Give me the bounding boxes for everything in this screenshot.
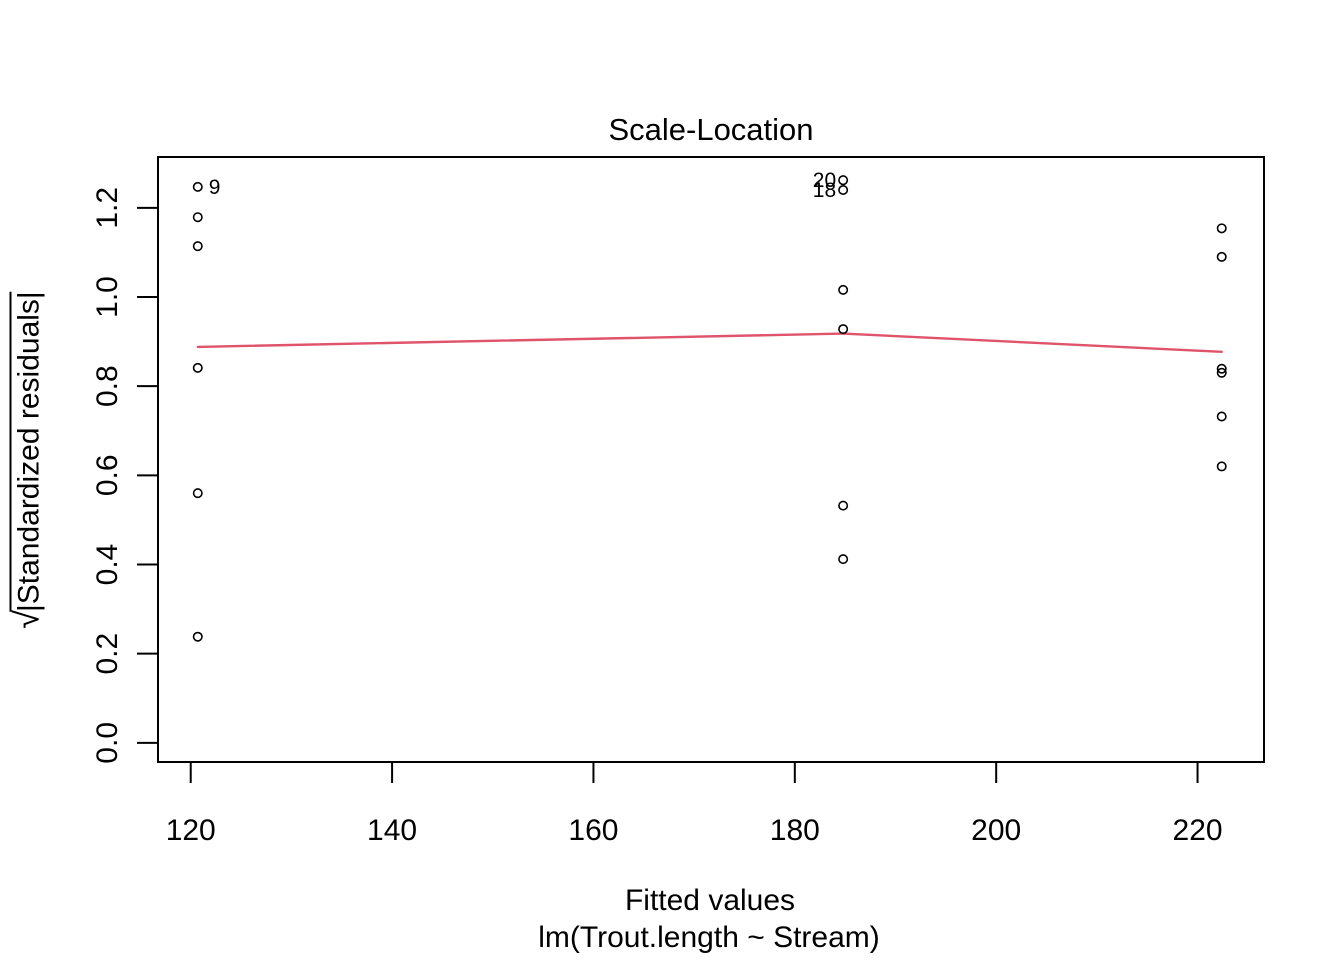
sqrt-radical-glyph: √ bbox=[8, 610, 47, 629]
plot-border bbox=[157, 156, 1265, 763]
y-tick-label: 0.6 bbox=[91, 454, 124, 496]
data-point bbox=[192, 488, 203, 499]
x-tick-label: 220 bbox=[1173, 814, 1223, 847]
data-point bbox=[1216, 411, 1227, 422]
data-point bbox=[838, 184, 849, 195]
x-tick-label: 140 bbox=[367, 814, 417, 847]
data-point bbox=[192, 362, 203, 373]
x-tick-label: 120 bbox=[166, 814, 216, 847]
data-point bbox=[192, 212, 203, 223]
y-axis-label-text: |Standardized residuals| bbox=[9, 291, 46, 613]
chart-title: Scale-Location bbox=[608, 112, 814, 147]
y-axis-label: √|Standardized residuals| bbox=[8, 291, 48, 629]
data-point bbox=[1216, 363, 1227, 374]
x-tick-label: 180 bbox=[770, 814, 820, 847]
y-tick-label: 0.8 bbox=[91, 365, 124, 407]
data-point bbox=[1216, 251, 1227, 262]
smooth-line bbox=[196, 332, 1223, 353]
data-point bbox=[192, 631, 203, 642]
x-tick-label: 160 bbox=[568, 814, 618, 847]
x-axis-label: Fitted values bbox=[624, 884, 796, 917]
data-point bbox=[838, 284, 849, 295]
point-label: 9 bbox=[209, 176, 221, 199]
y-tick-label: 1.0 bbox=[91, 276, 124, 318]
data-point bbox=[838, 554, 849, 565]
data-point bbox=[838, 500, 849, 511]
point-label: 18 bbox=[813, 179, 836, 202]
data-point bbox=[838, 175, 849, 186]
y-tick-label: 1.2 bbox=[91, 187, 124, 229]
point-label: 20 bbox=[813, 169, 836, 192]
y-tick-label: 0.2 bbox=[91, 633, 124, 675]
x-tick-label: 200 bbox=[971, 814, 1021, 847]
data-point bbox=[192, 181, 203, 192]
data-point bbox=[1216, 223, 1227, 234]
data-point bbox=[1216, 367, 1227, 378]
data-point bbox=[192, 241, 203, 252]
data-point bbox=[838, 324, 849, 335]
data-point bbox=[1216, 461, 1227, 472]
y-tick-label: 0.4 bbox=[91, 544, 124, 586]
y-tick-label: 0.0 bbox=[91, 722, 124, 764]
model-call-label: lm(Trout.length ~ Stream) bbox=[538, 921, 880, 954]
